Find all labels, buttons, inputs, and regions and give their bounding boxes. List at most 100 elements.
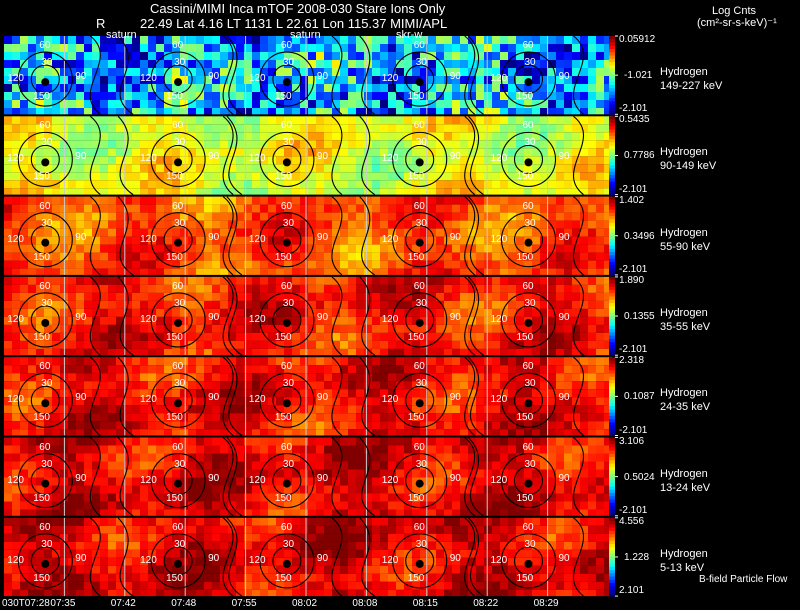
- contour-label: 60: [39, 39, 50, 52]
- contour-label: 60: [281, 39, 292, 52]
- contour-label: 30: [283, 377, 294, 390]
- colorbar-max: 0.05912: [619, 33, 655, 46]
- contour-label: 90: [317, 472, 328, 485]
- contour-label: 150: [275, 331, 292, 344]
- column-label-1: saturn: [106, 29, 137, 42]
- contour-label: 30: [174, 297, 185, 310]
- contour-label: 60: [172, 280, 183, 293]
- contour-label: 60: [39, 280, 50, 293]
- contour-label: 30: [416, 56, 427, 69]
- contour-label: 60: [281, 119, 292, 132]
- contour-label: 60: [172, 521, 183, 534]
- field-center-marker: [416, 78, 424, 86]
- contour-label: 30: [525, 377, 536, 390]
- contour-label: 90: [559, 150, 570, 163]
- colorbar-max: 1.890: [619, 274, 644, 287]
- contour-label: 150: [408, 492, 425, 505]
- contour-label: 30: [283, 217, 294, 230]
- contour-label: 120: [382, 233, 399, 246]
- contour-label: 120: [249, 554, 266, 567]
- energy-range-label: 90-149 keV: [660, 160, 716, 173]
- contour-label: 90: [75, 391, 86, 404]
- contour-label: 120: [382, 554, 399, 567]
- contour-label: 120: [382, 313, 399, 326]
- contour-label: 60: [523, 280, 534, 293]
- field-center-marker: [525, 78, 533, 86]
- contour-label: 150: [33, 331, 50, 344]
- contour-label: 120: [491, 313, 508, 326]
- time-tick-label: 07:42: [111, 597, 136, 610]
- field-center-marker: [41, 158, 49, 166]
- contour-label: 120: [491, 233, 508, 246]
- contour-label: 120: [382, 152, 399, 165]
- contour-label: 120: [140, 72, 157, 85]
- contour-label: 120: [7, 393, 24, 406]
- contour-label: 60: [414, 39, 425, 52]
- contour-label: 90: [317, 70, 328, 83]
- contour-label: 30: [283, 56, 294, 69]
- contour-label: 60: [172, 441, 183, 454]
- contour-label: 60: [39, 441, 50, 454]
- field-center-marker: [283, 319, 291, 327]
- contour-label: 120: [382, 474, 399, 487]
- contour-label: 90: [208, 231, 219, 244]
- contour-label: 90: [208, 472, 219, 485]
- contour-label: 120: [7, 152, 24, 165]
- contour-label: 150: [517, 251, 534, 264]
- field-center-marker: [283, 78, 291, 86]
- energy-range-label: 5-13 keV: [660, 562, 704, 575]
- contour-label: 60: [523, 360, 534, 373]
- field-center-marker: [525, 399, 533, 407]
- contour-label: 90: [450, 552, 461, 565]
- contour-label: 30: [41, 458, 52, 471]
- colorbar: [609, 357, 618, 436]
- title-line: Cassini/MIMI Inca mTOF 2008-030 Stare Io…: [150, 2, 445, 15]
- field-center-marker: [416, 560, 424, 568]
- contour-label: 120: [491, 474, 508, 487]
- contour-label: 150: [166, 492, 183, 505]
- contour-label: 60: [172, 360, 183, 373]
- contour-label: 30: [174, 217, 185, 230]
- field-center-marker: [174, 78, 182, 86]
- contour-label: 60: [172, 200, 183, 213]
- energy-range-label: 13-24 keV: [660, 482, 710, 495]
- contour-label: 90: [559, 472, 570, 485]
- time-tick-label: 08:08: [352, 597, 377, 610]
- contour-label: 150: [408, 90, 425, 103]
- contour-label: 90: [317, 552, 328, 565]
- column-label-2: saturn: [290, 29, 321, 42]
- field-center-marker: [283, 158, 291, 166]
- contour-label: 30: [41, 297, 52, 310]
- contour-label: 30: [174, 136, 185, 149]
- contour-label: 90: [450, 150, 461, 163]
- contour-label: 120: [140, 152, 157, 165]
- contour-label: 90: [75, 472, 86, 485]
- contour-label: 60: [39, 521, 50, 534]
- time-tick-label: 08:22: [473, 597, 498, 610]
- colorbar-mid: 0.1355: [624, 310, 655, 323]
- contour-label: 150: [275, 411, 292, 424]
- colorbar-max: 3.106: [619, 435, 644, 448]
- field-center-marker: [41, 399, 49, 407]
- contour-label: 90: [559, 231, 570, 244]
- field-center-marker: [416, 399, 424, 407]
- contour-label: 60: [523, 441, 534, 454]
- contour-label: 90: [208, 391, 219, 404]
- contour-label: 30: [416, 538, 427, 551]
- contour-label: 150: [166, 90, 183, 103]
- field-center-marker: [41, 480, 49, 488]
- contour-label: 150: [517, 411, 534, 424]
- contour-label: 150: [166, 572, 183, 585]
- contour-label: 120: [382, 393, 399, 406]
- contour-label: 90: [75, 150, 86, 163]
- contour-label: 150: [166, 170, 183, 183]
- contour-label: 150: [33, 170, 50, 183]
- colorbar: [609, 277, 618, 356]
- contour-label: 150: [33, 251, 50, 264]
- colorbar-mid: 1.228: [624, 551, 649, 564]
- contour-label: 150: [408, 411, 425, 424]
- contour-label: 30: [283, 136, 294, 149]
- contour-label: 30: [174, 458, 185, 471]
- contour-label: 90: [559, 70, 570, 83]
- contour-label: 120: [491, 393, 508, 406]
